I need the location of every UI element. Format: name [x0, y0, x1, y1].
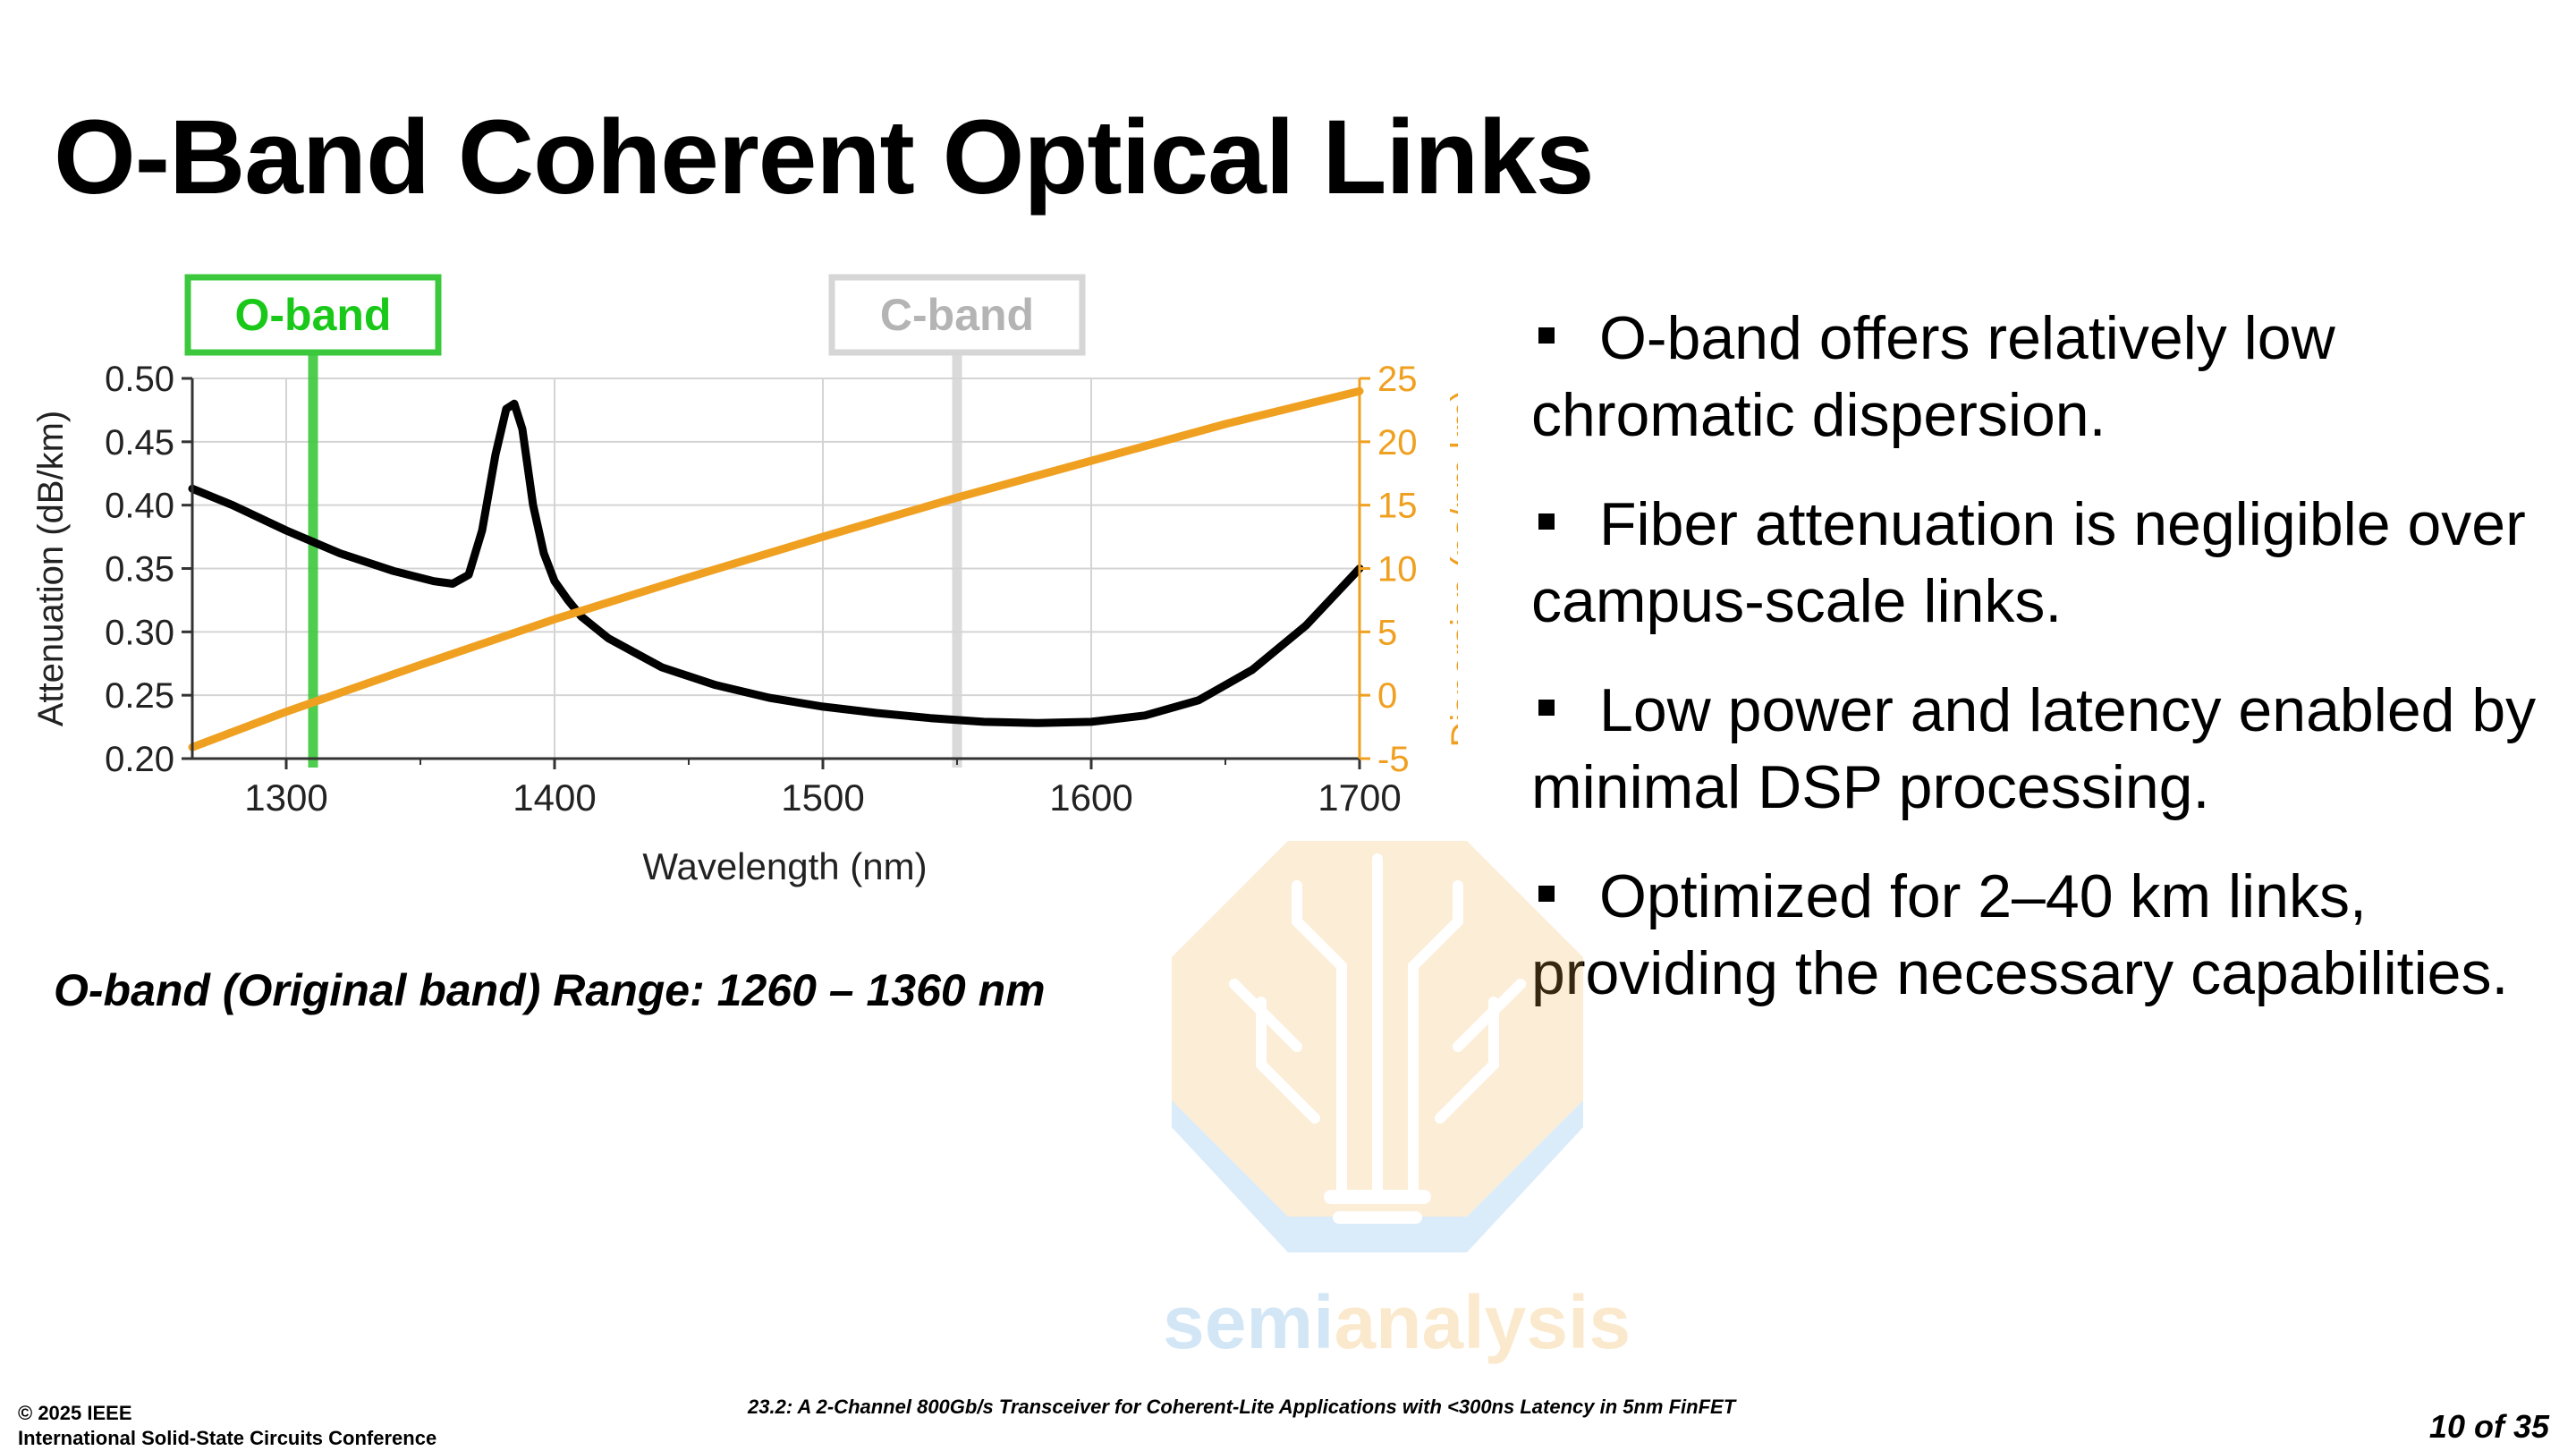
y-tick-label: 0.20: [105, 740, 174, 779]
bullet-item: Low power and latency enabled by minimal…: [1531, 672, 2569, 826]
square-bullet-icon: [1538, 886, 1555, 903]
bullet-item: Optimized for 2–40 km links, providing t…: [1531, 858, 2569, 1012]
y2-tick-label: 25: [1377, 360, 1418, 399]
chart-labels: 1300 1400 1500 1600 1700 0.20 0.25 0.30 0.35 0.40…: [31, 360, 1458, 887]
semianalysis-watermark: semianalysis: [1163, 832, 1631, 1369]
band-markers: O-band C-band: [184, 274, 1086, 768]
y-tick-label: 0.30: [105, 613, 174, 652]
band-marker-label: C-band: [880, 290, 1034, 340]
footer-left: © 2025 IEEE International Solid-State Ci…: [18, 1401, 436, 1451]
chart-series: [188, 386, 1364, 751]
x-tick-label: 1500: [781, 776, 864, 819]
x-tick-label: 1700: [1318, 776, 1401, 819]
x-tick-label: 1300: [244, 776, 327, 819]
watermark-text-a: semi: [1163, 1280, 1335, 1364]
conference-name: International Solid-State Circuits Confe…: [18, 1427, 437, 1449]
o-band-range-caption: O-band (Original band) Range: 1260 – 136…: [54, 965, 1046, 1015]
square-bullet-icon: [1538, 327, 1555, 344]
bullet-text: Fiber attenuation is negligible over cam…: [1531, 490, 2526, 635]
chart-axes: [182, 377, 1370, 769]
band-marker-label: O-band: [235, 290, 392, 340]
attenuation-series-line: [188, 399, 1364, 727]
y-tick-label: 0.45: [105, 423, 174, 462]
y2-tick-label: 10: [1377, 550, 1418, 590]
bullet-text: Optimized for 2–40 km links, providing t…: [1531, 862, 2509, 1007]
bullet-text: Low power and latency enabled by minimal…: [1531, 676, 2537, 821]
x-axis-label: Wavelength (nm): [642, 845, 927, 887]
x-tick-label: 1600: [1049, 776, 1132, 819]
bullet-item: Fiber attenuation is negligible over cam…: [1531, 486, 2569, 640]
x-tick-label: 1400: [513, 776, 596, 819]
bullet-item: O-band offers relatively low chromatic d…: [1531, 300, 2569, 454]
dispersion-series-line: [188, 386, 1364, 751]
copyright-text: © 2025 IEEE: [18, 1402, 132, 1424]
band-marker-box: [184, 274, 442, 356]
square-bullet-icon: [1538, 513, 1555, 530]
y2-tick-label: 0: [1377, 676, 1397, 716]
y2-tick-label: 5: [1377, 613, 1397, 652]
bullet-text: O-band offers relatively low chromatic d…: [1531, 304, 2335, 449]
page-number: 10 of 35: [2428, 1408, 2549, 1445]
y-tick-label: 0.40: [105, 487, 174, 526]
y2-tick-label: 15: [1377, 487, 1418, 526]
square-bullet-icon: [1538, 700, 1555, 717]
y-tick-label: 0.35: [105, 550, 174, 590]
band-marker-box: [828, 274, 1086, 356]
bullet-list: O-band offers relatively low chromatic d…: [1531, 300, 2569, 1044]
watermark-text: semianalysis: [1163, 1279, 1631, 1366]
y2-axis-label: Dispersion (ps/nm.km): [1445, 389, 1458, 747]
fiber-attenuation-dispersion-chart: O-band C-band 1300 1400 1500 1600 1700 0.20 0.2…: [31, 274, 1458, 887]
y2-tick-label: -5: [1377, 740, 1410, 779]
watermark-text-b: analysis: [1334, 1280, 1631, 1364]
lightbulb-circuit-icon: [1172, 841, 1583, 1252]
y-axis-label: Attenuation (dB/km): [31, 411, 71, 727]
y-tick-label: 0.50: [105, 360, 174, 399]
paper-title: 23.2: A 2-Channel 800Gb/s Transceiver fo…: [748, 1396, 1736, 1418]
slide-title: O-Band Coherent Optical Links: [54, 98, 1595, 216]
y-tick-label: 0.25: [105, 676, 174, 716]
y2-tick-label: 20: [1377, 423, 1418, 462]
